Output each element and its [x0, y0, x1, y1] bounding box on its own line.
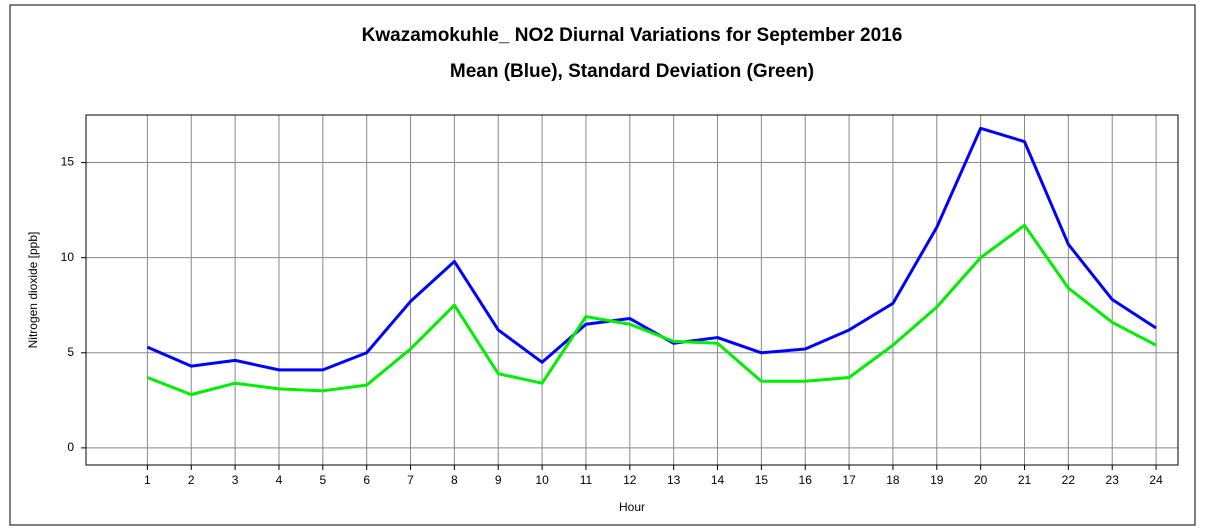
x-tick-label: 1	[144, 473, 151, 487]
x-tick-label: 21	[1018, 473, 1032, 487]
x-tick-label: 23	[1106, 473, 1120, 487]
x-tick-label: 8	[451, 473, 458, 487]
x-tick-label: 15	[755, 473, 769, 487]
chart-border	[9, 4, 1196, 526]
x-tick-label: 17	[842, 473, 856, 487]
y-tick-label: 10	[61, 250, 75, 264]
chart-subtitle: Mean (Blue), Standard Deviation (Green)	[450, 61, 814, 82]
data-line	[146, 126, 1157, 372]
y-axis-label: Nitrogen dioxide [ppb]	[26, 232, 40, 349]
x-tick-label: 6	[363, 473, 370, 487]
x-tick-label: 19	[930, 473, 944, 487]
x-axis-label: Hour	[619, 500, 645, 514]
data-line	[146, 223, 1157, 397]
x-tick-label: 16	[799, 473, 813, 487]
x-tick-label: 9	[495, 473, 502, 487]
chart-title: Kwazamokuhle_ NO2 Diurnal Variations for…	[362, 25, 903, 46]
x-tick-label: 5	[319, 473, 326, 487]
y-tick-label: 5	[67, 345, 74, 359]
x-tick-label: 24	[1149, 473, 1163, 487]
x-tick-label: 4	[276, 473, 283, 487]
y-tick-label: 15	[61, 155, 75, 169]
x-tick-label: 22	[1062, 473, 1076, 487]
x-tick-label: 10	[535, 473, 549, 487]
x-tick-label: 2	[188, 473, 195, 487]
x-tick-label: 13	[667, 473, 681, 487]
plot-frame	[85, 114, 1179, 466]
x-tick-label: 18	[886, 473, 900, 487]
y-tick-label: 0	[67, 440, 74, 454]
x-tick-label: 14	[711, 473, 725, 487]
x-tick-label: 11	[580, 473, 593, 487]
x-tick-label: 7	[407, 473, 414, 487]
x-tick-label: 20	[974, 473, 988, 487]
x-tick-label: 12	[623, 473, 637, 487]
x-tick-label: 3	[232, 473, 239, 487]
